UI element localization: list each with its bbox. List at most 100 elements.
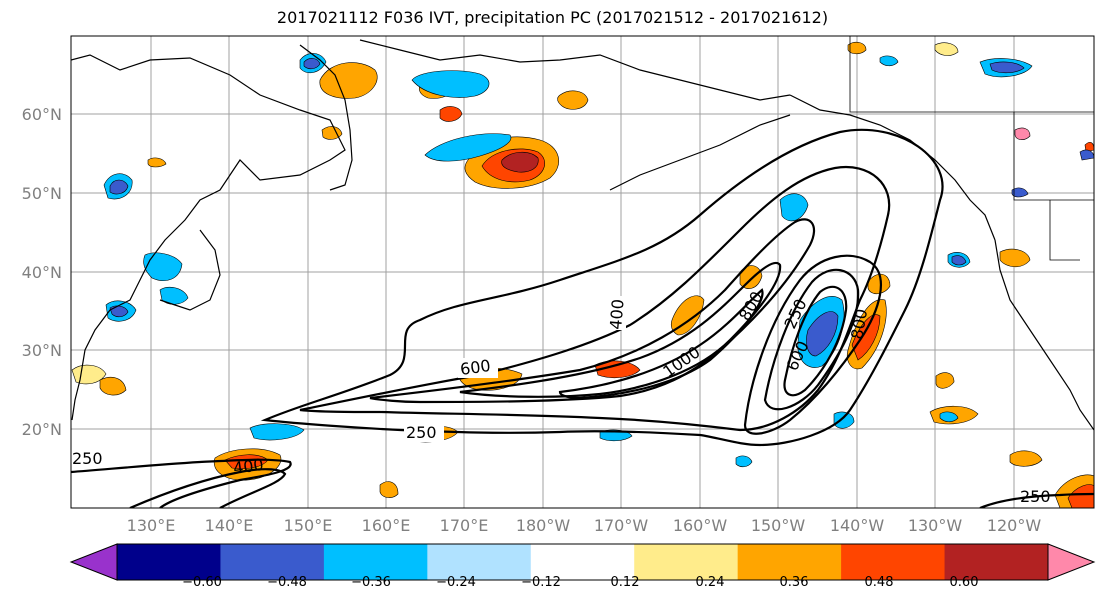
longitude-labels: 130°E 140°E 150°E 160°E 170°E 180°W 170°… xyxy=(127,516,1042,535)
latitude-labels: 20°N 30°N 40°N 50°N 60°N xyxy=(22,105,62,439)
precip-negative-blob xyxy=(779,193,809,222)
precip-negative-blob xyxy=(303,58,321,70)
coastlines xyxy=(71,39,1094,431)
precip-positive-blob xyxy=(319,62,378,99)
colorbar-segment xyxy=(427,544,532,580)
colorbar-outline xyxy=(116,543,1049,581)
contour-label-250-west: 250 xyxy=(72,449,103,468)
borders xyxy=(849,36,1094,261)
colorbar-tick-label: 0.12 xyxy=(611,575,640,590)
precip-negative-blob xyxy=(424,133,512,162)
precip-positive-blob xyxy=(1014,127,1031,140)
colorbar-segment xyxy=(323,544,428,580)
precip-positive-blob xyxy=(379,481,399,498)
precip-negative-blob xyxy=(109,179,129,195)
lon-label: 160°E xyxy=(362,516,411,535)
ivt-contour-800 xyxy=(459,261,782,398)
lon-label: 130°E xyxy=(127,516,176,535)
lon-label: 150°E xyxy=(284,516,333,535)
precip-negative-blob xyxy=(939,411,959,423)
precip-negative-blob xyxy=(109,305,129,318)
aleutians xyxy=(609,114,791,191)
precip-negative-blob xyxy=(833,411,855,429)
colorbar-segment xyxy=(944,544,1049,580)
asia-coast xyxy=(71,54,346,421)
contour-label-mask xyxy=(404,422,444,442)
precip-shading xyxy=(71,41,1094,508)
precip-positive-blob xyxy=(1084,141,1094,153)
ivt-contour-south-250 xyxy=(71,458,292,508)
lat-label: 30°N xyxy=(22,341,62,360)
precip-positive-blob xyxy=(1009,450,1043,467)
ivt-contour-600 xyxy=(369,218,816,404)
kamchatka-coast xyxy=(299,44,353,191)
colorbar-segment xyxy=(220,544,325,580)
colorbar-tick-label: −0.60 xyxy=(182,575,222,590)
colorbar-segment xyxy=(634,544,739,580)
ivt-contour-250b xyxy=(743,254,882,435)
lat-label: 50°N xyxy=(22,184,62,203)
precip-positive-blob xyxy=(147,157,167,168)
lon-label: 180°W xyxy=(516,516,571,535)
map-title: 2017021112 F036 IVT, precipitation PC (2… xyxy=(276,8,829,27)
precip-positive-blob xyxy=(934,42,959,56)
contour-label-600: 600 xyxy=(459,356,492,379)
japan xyxy=(159,229,221,311)
contour-label-mask xyxy=(604,296,626,330)
colorbar-tick-label: 0.36 xyxy=(780,575,809,590)
colorbar-segment xyxy=(530,544,635,580)
contour-label-250-east: 250 xyxy=(1020,487,1051,506)
lat-label: 40°N xyxy=(22,263,62,282)
lon-label: 140°E xyxy=(205,516,254,535)
lon-label: 130°W xyxy=(908,516,963,535)
colorbar-ticks: −0.60 −0.48 −0.36 −0.24 −0.12 0.12 0.24 … xyxy=(182,575,978,590)
siberia-coast xyxy=(359,39,791,101)
colorbar xyxy=(69,543,1096,581)
precip-negative-blob xyxy=(951,255,967,266)
colorbar-tick-label: 0.48 xyxy=(865,575,894,590)
precip-negative-blob xyxy=(411,70,490,98)
ivt-contour-1000 xyxy=(558,288,764,400)
lon-label: 140°W xyxy=(830,516,885,535)
colorbar-extend-left xyxy=(69,543,118,581)
precip-negative-blob xyxy=(249,423,305,441)
na-west-coast xyxy=(994,239,1094,431)
lat-label: 20°N xyxy=(22,420,62,439)
precip-positive-blob xyxy=(851,314,881,361)
contour-label-250-south: 250 xyxy=(406,423,437,442)
map-panel: 400 600 800 1000 250 600 800 250 400 250… xyxy=(71,36,1094,508)
lon-label: 160°W xyxy=(673,516,728,535)
lat-label: 60°N xyxy=(22,105,62,124)
colorbar-tick-label: 0.60 xyxy=(950,575,979,590)
precip-positive-blob xyxy=(670,295,705,336)
precip-negative-blob xyxy=(735,455,753,468)
contour-label-400: 400 xyxy=(606,298,628,330)
ivt-contour-250 xyxy=(260,128,944,447)
precip-positive-blob xyxy=(935,372,955,389)
precip-negative-blob xyxy=(143,252,183,281)
precip-positive-blob xyxy=(439,106,463,122)
precip-positive-blob xyxy=(847,41,867,55)
precip-positive-blob xyxy=(99,377,127,396)
ivt-contour-400 xyxy=(299,165,891,432)
precip-negative-blob xyxy=(806,311,839,357)
colorbar-tick-label: 0.24 xyxy=(696,575,725,590)
ivt-contours xyxy=(71,128,1094,508)
precip-negative-blob xyxy=(879,55,899,67)
precip-negative-blob xyxy=(989,61,1025,74)
ivt-contour-se-250 xyxy=(979,492,1094,508)
colorbar-tick-label: −0.36 xyxy=(351,575,391,590)
colorbar-tick-label: −0.48 xyxy=(267,575,307,590)
colorbar-segment xyxy=(117,544,221,580)
precip-positive-blob xyxy=(557,90,589,110)
precip-positive-blob xyxy=(321,126,343,140)
lon-label: 170°W xyxy=(594,516,649,535)
map-frame xyxy=(70,35,1095,509)
contour-label-mask xyxy=(458,358,498,378)
lon-label: 170°E xyxy=(440,516,489,535)
lon-label: 150°W xyxy=(751,516,806,535)
colorbar-tick-label: −0.24 xyxy=(436,575,476,590)
colorbar-segment xyxy=(841,544,946,580)
ivt-contour-800b xyxy=(783,285,848,397)
